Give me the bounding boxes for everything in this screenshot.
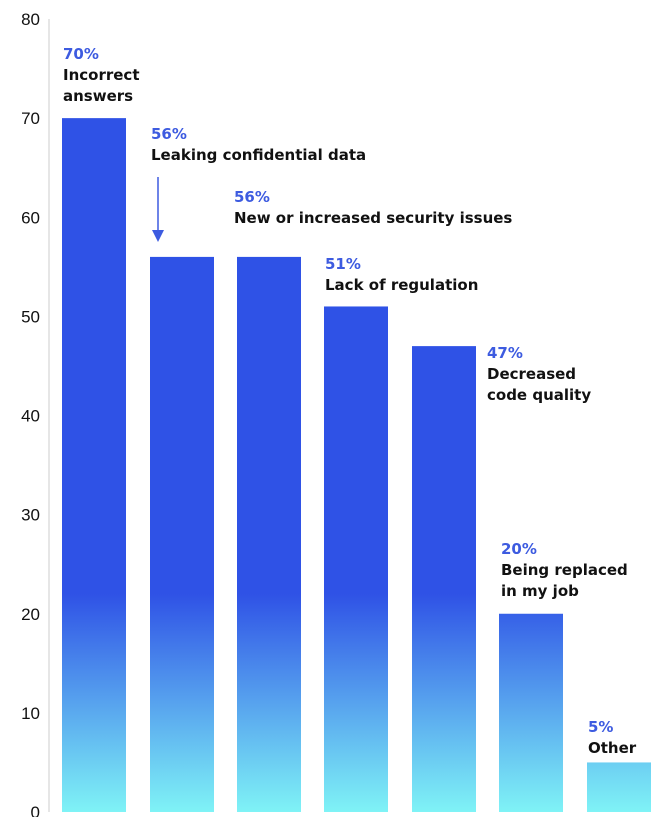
percent-label: 20% — [501, 540, 537, 558]
y-tick-label: 0 — [31, 803, 40, 817]
bar-annotation: 51% Lack of regulation — [325, 255, 478, 294]
category-label: New or increased security issues — [234, 209, 512, 227]
y-tick-label: 50 — [21, 307, 40, 326]
y-tick-label: 10 — [21, 704, 40, 723]
bar-annotation: 70% Incorrect answers — [63, 45, 140, 105]
bar — [150, 256, 214, 812]
arrow-head-icon — [152, 230, 164, 242]
category-label: in my job — [501, 582, 579, 600]
y-tick-label: 60 — [21, 208, 40, 227]
category-label: Being replaced — [501, 561, 628, 579]
callout-arrow — [152, 177, 164, 242]
bar — [324, 306, 388, 812]
category-label: Decreased — [487, 365, 576, 383]
bar-annotation: 47% Decreased code quality — [487, 344, 591, 404]
bar-annotation: 56% New or increased security issues — [234, 188, 512, 227]
percent-label: 56% — [234, 188, 270, 206]
percent-label: 51% — [325, 255, 361, 273]
category-label: Incorrect — [63, 66, 140, 84]
bar — [499, 613, 563, 812]
percent-label: 5% — [588, 718, 613, 736]
category-label: code quality — [487, 386, 591, 404]
bar — [237, 256, 301, 812]
percent-label: 70% — [63, 45, 99, 63]
bar — [62, 118, 126, 812]
y-tick-label: 40 — [21, 407, 40, 426]
bar-annotation: 20% Being replaced in my job — [501, 540, 628, 600]
y-tick-label: 70 — [21, 109, 40, 128]
bar-series — [62, 118, 651, 812]
bar-annotation: 56% Leaking confidential data — [151, 125, 366, 164]
y-axis: 0 10 20 30 40 50 60 70 80 — [21, 10, 40, 817]
y-tick-label: 20 — [21, 605, 40, 624]
category-label: Lack of regulation — [325, 276, 478, 294]
bar-labels: 70% Incorrect answers 56% Leaking confidenti… — [63, 45, 637, 757]
percent-label: 56% — [151, 125, 187, 143]
y-tick-label: 30 — [21, 506, 40, 525]
category-label: Leaking confidential data — [151, 146, 366, 164]
category-label: answers — [63, 87, 133, 105]
bar — [412, 346, 476, 812]
category-label: Other — [588, 739, 637, 757]
percent-label: 47% — [487, 344, 523, 362]
bar — [587, 762, 651, 812]
y-tick-label: 80 — [21, 10, 40, 29]
bar-annotation: 5% Other — [588, 718, 637, 757]
